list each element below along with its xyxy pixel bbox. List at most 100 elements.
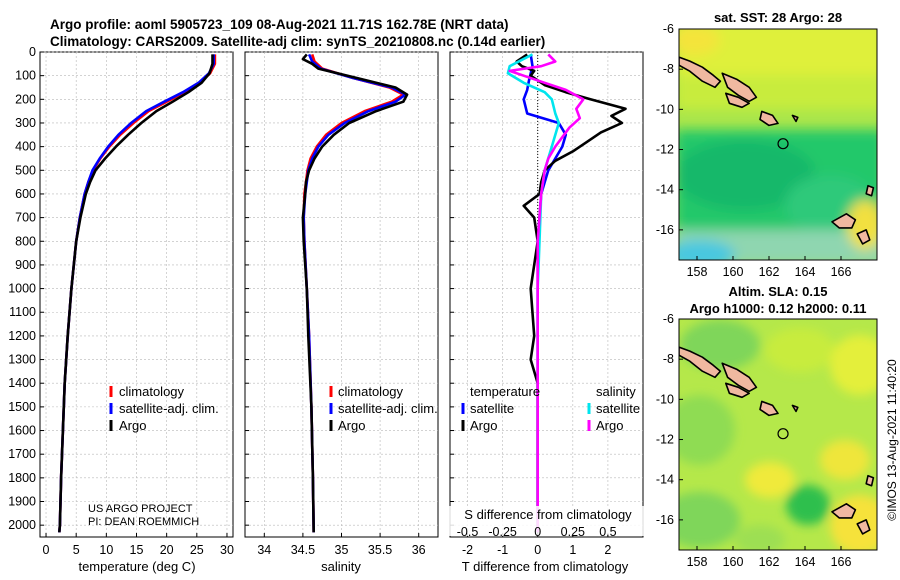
s-difference-tick-label: 0.5 (599, 525, 616, 539)
legend-label-climatology: climatology (338, 384, 404, 399)
sst-map-tick-labels: 158 160 162 164 166 -6 -8 -10 -12 -14 -16 (656, 22, 852, 279)
sla-yellow-ne (830, 335, 877, 395)
y-tick-label: 800 (15, 234, 36, 248)
difference-lines (506, 53, 627, 533)
difference-axes-box (449, 51, 644, 538)
credit-pi: PI: DEAN ROEMMICH (88, 516, 199, 528)
series-line-argo (58, 54, 214, 533)
s-difference-tick-label: -0.25 (488, 525, 517, 539)
series-line-salinity-argo (508, 53, 585, 533)
legend-title-temperature: temperature (470, 384, 540, 399)
island-shape (791, 404, 799, 413)
sla-yellow-east (820, 440, 870, 480)
sla-map-tick-labels: 158 160 162 164 166 -6 -8 -10 -12 -14 -16 (656, 312, 852, 569)
sst-map-field (679, 29, 877, 260)
lat-tick-label: -6 (663, 312, 674, 326)
island-shape (721, 72, 758, 103)
s-difference-tick-labels: -0.5 -0.25 0 0.25 0.5 (457, 525, 617, 539)
sla-map-title: Altim. SLA: 0.15 (729, 284, 828, 299)
salinity-grid (245, 51, 438, 537)
island-shape (831, 502, 857, 519)
float-location-marker (777, 138, 789, 150)
lat-tick-label: -16 (656, 223, 674, 237)
sst-map: sat. SST: 28 Argo: 28 158 160 162 164 166 -6 -… (656, 10, 878, 279)
lat-tick-label: -6 (663, 22, 674, 36)
difference-panel: -2 -1 0 1 2 T difference from climatology S … (448, 51, 648, 574)
sla-map-subtitle: Argo h1000: 0.12 h2000: 0.11 (689, 301, 866, 316)
y-tick-label: 1100 (9, 305, 36, 319)
x-tick-label: -1 (497, 543, 508, 557)
island-shape (679, 56, 722, 89)
y-tick-label: 0 (29, 45, 36, 59)
lon-tick-label: 158 (687, 265, 708, 279)
island-shape (865, 184, 875, 197)
lat-tick-label: -12 (656, 433, 674, 447)
lat-tick-label: -14 (656, 183, 674, 197)
island-shape (724, 92, 751, 109)
y-tick-label: 1500 (8, 400, 36, 414)
t-difference-xlabel: T difference from climatology (462, 559, 629, 574)
island-shape (724, 382, 751, 399)
y-tick-label: 900 (15, 258, 36, 272)
lon-tick-label: 160 (723, 555, 744, 569)
y-tick-label: 1900 (8, 495, 36, 509)
sst-map-title: sat. SST: 28 Argo: 28 (714, 10, 842, 25)
sla-map-field (679, 319, 877, 550)
lon-tick-label: 162 (759, 265, 780, 279)
lon-tick-label: 164 (795, 555, 816, 569)
y-tick-label: 1000 (8, 282, 36, 296)
y-tick-label: 600 (15, 187, 36, 201)
salinity-xlabel: salinity (321, 559, 361, 574)
island-shape (759, 400, 779, 417)
island-shape (865, 474, 875, 487)
x-tick-label: 0 (43, 543, 50, 557)
sla-green-w (679, 395, 735, 465)
x-tick-label: 34 (257, 543, 271, 557)
x-tick-label: 25 (190, 543, 204, 557)
legend-label-salinity-satellite: satellite (596, 401, 640, 416)
x-tick-label: -2 (462, 543, 473, 557)
x-tick-label: 1 (569, 543, 576, 557)
island-shape (679, 346, 722, 379)
sst-cold-patch (679, 240, 735, 260)
x-tick-label: 2 (604, 543, 611, 557)
y-tick-label: 300 (15, 116, 36, 130)
salinity-lines (301, 53, 409, 533)
lon-tick-label: 164 (795, 265, 816, 279)
x-tick-label: 35.5 (368, 543, 392, 557)
y-tick-label: 200 (15, 92, 36, 106)
copyright-stamp: ©IMOS 13-Aug-2021 11:40:20 (885, 359, 899, 521)
x-tick-label: 30 (220, 543, 234, 557)
lon-tick-label: 160 (723, 265, 744, 279)
x-tick-label: 0 (534, 543, 541, 557)
sla-green-sw (679, 492, 740, 548)
series-line-argo (301, 53, 409, 533)
lat-tick-label: -10 (656, 392, 674, 406)
legend-label-salinity-argo: Argo (596, 418, 623, 433)
legend-label-temperature-argo: Argo (470, 418, 497, 433)
temperature-xlabel: temperature (deg C) (78, 559, 195, 574)
temperature-tick-labels: 0 5 10 15 20 25 30 (43, 543, 234, 557)
island-shape (856, 229, 871, 245)
sla-green-s (735, 525, 785, 550)
figure-title-line1: Argo profile: aoml 5905723_109 08-Aug-20… (50, 17, 508, 32)
sla-yellow-center (745, 462, 795, 498)
lat-tick-label: -8 (663, 62, 674, 76)
lon-tick-label: 166 (831, 265, 852, 279)
y-tick-label: 700 (15, 211, 36, 225)
x-tick-label: 34.5 (291, 543, 315, 557)
salinity-panel: 34 34.5 35 35.5 36 salinity climatology sate… (244, 51, 439, 574)
depth-tick-labels: 0 100 200 300 400 500 600 700 800 900 1000 1100 1200… (8, 45, 36, 532)
s-difference-xlabel: S difference from climatology (464, 507, 632, 522)
legend-label-satellite: satellite-adj. clim. (119, 401, 219, 416)
lat-tick-label: -8 (663, 352, 674, 366)
lon-tick-label: 162 (759, 555, 780, 569)
float-location-marker (777, 428, 789, 440)
y-tick-label: 2000 (8, 518, 36, 532)
sst-warm-patch (679, 29, 720, 55)
x-tick-label: 5 (73, 543, 80, 557)
legend-title-salinity: salinity (596, 384, 636, 399)
y-tick-label: 500 (15, 163, 36, 177)
s-difference-tick-label: -0.5 (457, 525, 479, 539)
